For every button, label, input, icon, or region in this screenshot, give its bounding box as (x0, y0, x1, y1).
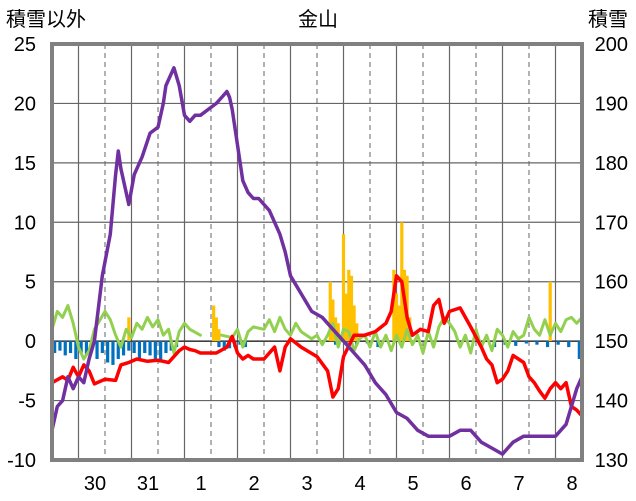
snow_depth-line (50, 66, 584, 456)
snow_change-bar (243, 341, 248, 348)
precipitation-bar (548, 281, 552, 342)
precipitation-bar (349, 275, 354, 342)
snow_change-bar (111, 341, 115, 365)
left-tick-label: 15 (14, 153, 36, 175)
left-tick-label: 25 (14, 34, 36, 56)
sunshine-line (50, 304, 202, 361)
snow_change-bar (116, 341, 120, 359)
left-tick-label: 10 (14, 212, 36, 234)
right-tick-label: 160 (595, 272, 628, 294)
precipitation-bar (352, 305, 356, 342)
precipitation-bar (328, 281, 332, 342)
precipitation-bar (214, 317, 218, 342)
precipitation-bar (212, 305, 216, 342)
chart-title: 金山 (298, 7, 338, 31)
x-tick-label: 6 (460, 473, 471, 495)
precipitation-bar (344, 293, 348, 342)
plot-frame (50, 42, 584, 462)
right-axis-label: 積雪 (588, 7, 628, 31)
x-tick-label: 2 (248, 473, 259, 495)
left-axis-label: 積雪以外 (6, 7, 86, 31)
snow_change-bar (545, 341, 550, 348)
snow_change-bar (137, 341, 142, 359)
tick-labels: 2520151050-5-102001901801701601501401303… (7, 34, 628, 495)
snow_change-bar (567, 341, 571, 348)
snow_change-bar (376, 341, 380, 348)
x-tick-label: 1 (195, 473, 206, 495)
snow_change-bar (524, 341, 528, 344)
snow_change-bar (84, 341, 89, 356)
right-tick-label: 200 (595, 34, 628, 56)
left-tick-label: 20 (14, 93, 36, 115)
precipitation-bar (127, 317, 131, 342)
snow_change-bar (556, 341, 560, 345)
precipitation-bar (341, 234, 346, 342)
snow_change-bar (127, 341, 131, 351)
snow_change-bar (217, 341, 221, 348)
x-tick-label: 4 (354, 473, 365, 495)
snow_change-bar (68, 341, 73, 354)
snow_change-bar (79, 341, 83, 354)
left-tick-label: -5 (18, 391, 36, 413)
snow_change-bar (100, 341, 104, 354)
snow_change-bar (74, 341, 78, 359)
precipitation-bar (217, 329, 221, 342)
snow_change-bar (159, 341, 163, 363)
x-tick-label: 3 (301, 473, 312, 495)
right-tick-label: 150 (595, 331, 628, 353)
snow_change-bar (132, 341, 136, 354)
snow_change-bar (153, 341, 157, 359)
snow_change-bar (148, 341, 152, 356)
sunshine-line (220, 315, 584, 355)
precipitation-bar (336, 323, 340, 342)
precipitation-bar (347, 269, 351, 342)
line-series (50, 66, 584, 456)
precipitation-bar (355, 323, 359, 342)
x-tick-label: 7 (513, 473, 524, 495)
precipitation-bar (397, 305, 401, 342)
snow_change-bar (143, 341, 147, 354)
x-tick-label: 31 (137, 473, 159, 495)
snow_change-bar (95, 341, 99, 359)
right-tick-label: 190 (595, 93, 628, 115)
temperature-line (50, 274, 584, 418)
snow_change-bar (106, 341, 110, 363)
snow_change-bar (577, 341, 581, 359)
right-tick-label: 140 (595, 391, 628, 413)
snow_change-bar (514, 341, 518, 346)
left-tick-label: 0 (25, 331, 36, 353)
left-tick-label: -10 (7, 450, 36, 472)
snow_change-bar (63, 341, 67, 356)
snow_change-bar (164, 341, 168, 354)
x-tick-label: 5 (407, 473, 418, 495)
right-tick-label: 180 (595, 153, 628, 175)
right-tick-label: 130 (595, 450, 628, 472)
left-tick-label: 5 (25, 272, 36, 294)
right-tick-label: 170 (595, 212, 628, 234)
precipitation-bar (331, 299, 335, 342)
snow_change-bar (53, 341, 57, 354)
snow_change-bar (58, 341, 62, 351)
precipitation-bar (392, 269, 396, 342)
snow_change-bar (333, 341, 338, 345)
precipitation-bar (394, 293, 399, 342)
snow_change-bar (121, 341, 126, 356)
snow_change-bar (535, 341, 539, 345)
x-tick-label: 30 (84, 473, 106, 495)
snow_change-bar (222, 341, 226, 351)
x-tick-label: 8 (566, 473, 577, 495)
